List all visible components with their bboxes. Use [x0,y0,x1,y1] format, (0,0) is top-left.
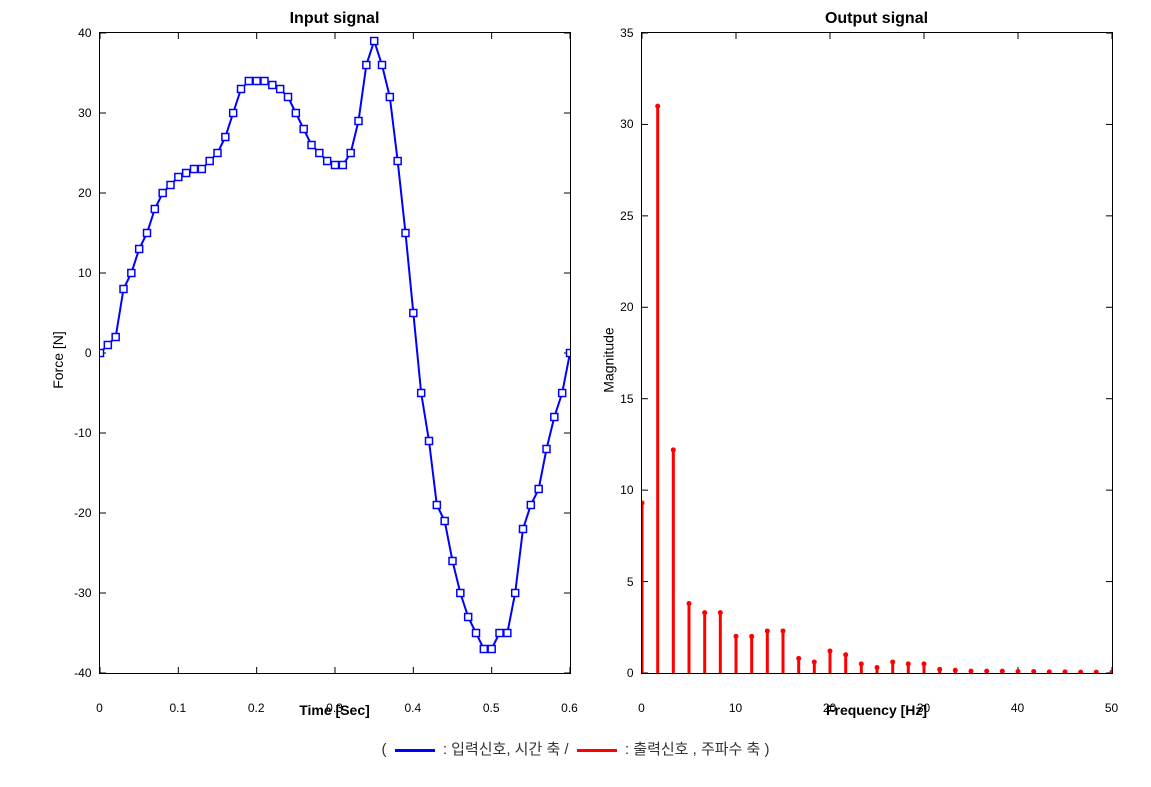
input-plot-area: -40-30-20-10010203040 00.10.20.30.40.50.… [99,32,571,674]
input-xtick-label: 0.2 [248,701,265,715]
legend-close: ) [765,741,770,758]
input-xtick-label: 0 [96,701,103,715]
input-signal-panel: Input signal Force [N] -40-30-20-1001020… [99,10,571,718]
input-ytick-label: 10 [62,266,92,280]
output-ytick-label: 20 [604,300,634,314]
output-ytick-label: 5 [604,575,634,589]
input-xtick-label: 0.6 [561,701,578,715]
output-xtick-label: 40 [1011,701,1024,715]
output-svg [642,33,1112,673]
legend-output-line [577,749,617,752]
output-plot-area: 05101520253035 01020304050 [641,32,1113,674]
input-title: Input signal [99,10,571,28]
input-xtick-label: 0.5 [483,701,500,715]
legend-input-line [395,749,435,752]
input-svg [100,33,570,673]
legend-input-text: : 입력신호, 시간 축 / [443,741,573,758]
input-ytick-label: 30 [62,106,92,120]
input-ytick-label: 0 [62,346,92,360]
input-ytick-label: 40 [62,26,92,40]
input-ytick-label: -20 [62,506,92,520]
input-ytick-label: -30 [62,586,92,600]
figure-container: Input signal Force [N] -40-30-20-1001020… [10,10,1141,718]
input-xtick-label: 0.4 [404,701,421,715]
output-xtick-label: 10 [729,701,742,715]
output-signal-panel: Output signal Magnitude 05101520253035 0… [641,10,1113,718]
output-ytick-label: 10 [604,483,634,497]
output-xtick-label: 20 [823,701,836,715]
output-xtick-label: 0 [638,701,645,715]
legend-open: ( [381,741,386,758]
input-ytick-label: 20 [62,186,92,200]
legend-row: ( : 입력신호, 시간 축 / : 출력신호 , 주파수 축 ) [10,738,1141,759]
output-ytick-label: 35 [604,26,634,40]
legend-output-text: : 출력신호 , 주파수 축 [625,741,760,758]
output-y-ticks: 05101520253035 [604,33,638,673]
output-ytick-label: 0 [604,666,634,680]
input-xtick-label: 0.1 [169,701,186,715]
input-ytick-label: -10 [62,426,92,440]
output-ytick-label: 15 [604,392,634,406]
output-xlabel: Frequency [Hz] [641,702,1113,718]
input-y-ticks: -40-30-20-10010203040 [62,33,96,673]
output-ytick-label: 30 [604,117,634,131]
output-title: Output signal [641,10,1113,28]
input-ytick-label: -40 [62,666,92,680]
output-xtick-label: 50 [1105,701,1118,715]
output-xtick-label: 30 [917,701,930,715]
input-xtick-label: 0.3 [326,701,343,715]
output-ytick-label: 25 [604,209,634,223]
